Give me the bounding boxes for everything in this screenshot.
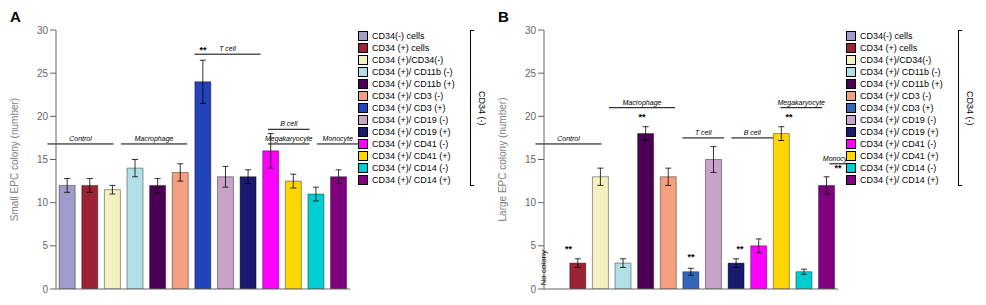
html-text:CD34 (+)/ CD11b (-): CD34 (+)/ CD11b (-) [860,67,941,77]
svg-text:Monocyte: Monocyte [823,155,846,163]
html-text:CD34 (+)/ CD19 (-): CD34 (+)/ CD19 (-) [860,115,937,125]
html-text:CD34 (+)/ CD3 (-): CD34 (+)/ CD3 (-) [372,91,444,101]
svg-text:0: 0 [42,284,48,295]
html-text:CD34 (-): CD34 (-) [965,90,975,126]
svg-text:25: 25 [525,68,537,79]
html-text:CD34 (+)/ CD14 (-): CD34 (+)/ CD14 (-) [372,163,449,173]
svg-text:**: ** [199,45,207,55]
svg-text:**: ** [736,244,744,254]
html-text:CD34 (+)/ CD14 (+): CD34 (+)/ CD14 (+) [860,175,939,185]
svg-text:T cell: T cell [219,45,236,52]
svg-text:**: ** [687,252,695,262]
html-text:CD34 (+)/CD34(-): CD34 (+)/CD34(-) [860,55,932,65]
html-text:B: B [498,8,509,25]
svg-text:Macrophage: Macrophage [623,99,662,107]
svg-text:Control: Control [69,135,92,142]
svg-text:Monocyte: Monocyte [323,135,353,143]
svg-text:**: ** [834,163,842,173]
svg-text:T cell: T cell [695,129,712,136]
html-text:CD34 (+) cells: CD34 (+) cells [372,43,430,53]
svg-text:Macrophage: Macrophage [135,135,174,143]
html-text:CD34 (+)/ CD3 (+): CD34 (+)/ CD3 (+) [860,103,934,113]
html-text:CD34 (+)/ CD41 (+): CD34 (+)/ CD41 (+) [860,151,939,161]
svg-text:Large EPC colony (number): Large EPC colony (number) [497,98,508,222]
html-text:CD34 (-): CD34 (-) [477,90,487,126]
svg-text:0: 0 [530,284,536,295]
html-text:A: A [10,8,21,25]
svg-text:Megakaryocyte: Megakaryocyte [265,135,313,143]
html-text:CD34 (+)/ CD11b (+): CD34 (+)/ CD11b (+) [372,79,455,89]
svg-text:Control: Control [557,135,580,142]
html-text:CD34 (+)/ CD19 (-): CD34 (+)/ CD19 (-) [372,115,449,125]
html-text:CD34(-) cells: CD34(-) cells [860,31,913,41]
html-text:CD34 (+)/ CD41 (+): CD34 (+)/ CD41 (+) [372,151,451,161]
html-text:CD34 (+)/ CD11b (-): CD34 (+)/ CD11b (-) [372,67,453,77]
html-text:CD34 (+)/CD34(-): CD34 (+)/CD34(-) [372,55,444,65]
html-text:CD34(-) cells: CD34(-) cells [372,31,425,41]
svg-text:5: 5 [530,240,536,251]
svg-text:**: ** [565,244,573,254]
svg-text:10: 10 [525,197,537,208]
svg-text:No colony: No colony [540,250,549,286]
svg-text:30: 30 [525,25,537,36]
svg-text:B cell: B cell [744,129,762,136]
html-text:CD34 (+)/ CD3 (-): CD34 (+)/ CD3 (-) [860,91,932,101]
svg-text:20: 20 [37,111,49,122]
svg-text:15: 15 [37,154,49,165]
svg-text:**: ** [785,112,793,122]
html-text:CD34 (+)/ CD41 (-): CD34 (+)/ CD41 (-) [372,139,449,149]
svg-text:10: 10 [37,197,49,208]
html-text:CD34 (+)/ CD14 (-): CD34 (+)/ CD14 (-) [860,163,937,173]
svg-text:Megakaryocyte: Megakaryocyte [778,99,826,107]
svg-text:15: 15 [525,154,537,165]
svg-text:Small EPC colony (number): Small EPC colony (number) [9,98,20,221]
html-text:CD34 (+)/ CD19 (+): CD34 (+)/ CD19 (+) [860,127,939,137]
svg-text:20: 20 [525,111,537,122]
svg-text:B cell: B cell [280,120,298,127]
html-text:CD34 (+)/ CD14 (+): CD34 (+)/ CD14 (+) [372,175,451,185]
html-text:CD34 (+)/ CD19 (+): CD34 (+)/ CD19 (+) [372,127,451,137]
svg-text:**: ** [638,112,646,122]
html-text:CD34 (+)/ CD11b (+): CD34 (+)/ CD11b (+) [860,79,943,89]
svg-text:25: 25 [37,68,49,79]
html-text:CD34 (+)/ CD3 (+): CD34 (+)/ CD3 (+) [372,103,446,113]
html-text:CD34 (+)/ CD41 (-): CD34 (+)/ CD41 (-) [860,139,937,149]
html-text:CD34 (+) cells: CD34 (+) cells [860,43,918,53]
svg-text:30: 30 [37,25,49,36]
svg-text:5: 5 [42,240,48,251]
